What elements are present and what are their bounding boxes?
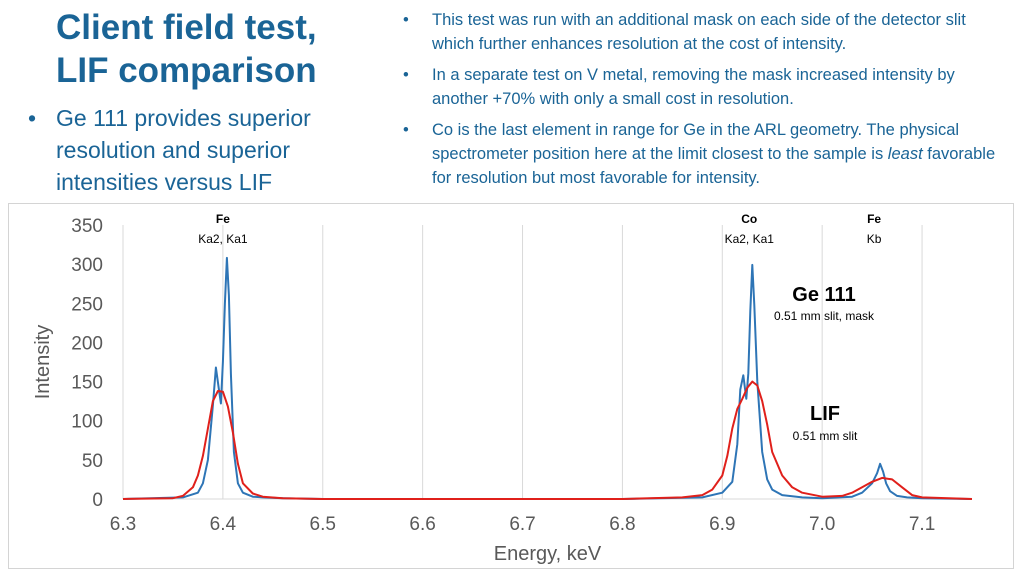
peak-label-lines: Ka2, Ka1 <box>198 232 248 246</box>
series-note: 0.51 mm slit, mask <box>774 309 875 323</box>
peak-label-element: Co <box>741 212 757 226</box>
series-label: LIF <box>810 403 840 425</box>
y-tick-label: 150 <box>71 373 103 394</box>
right-bullet-v-metal: In a separate test on V metal, removing … <box>400 63 1010 111</box>
x-tick-label: 6.3 <box>110 514 136 535</box>
right-bullet-co-text-b: favorable for resolution but most favora… <box>432 145 996 187</box>
right-bullet-co-geometry: Co is the last element in range for Ge i… <box>400 118 1010 190</box>
peak-label-lines: Kb <box>867 232 882 246</box>
slide-title-line-2: LIF comparison <box>56 51 317 90</box>
right-bullet-v-metal-text: In a separate test on V metal, removing … <box>432 66 955 108</box>
x-tick-label: 6.7 <box>509 514 535 535</box>
y-tick-label: 0 <box>92 490 103 511</box>
y-tick-label: 300 <box>71 255 103 276</box>
x-tick-label: 6.6 <box>409 514 435 535</box>
peak-label-element: Fe <box>216 212 230 226</box>
left-bullet-list: Ge 111 provides superior resolution and … <box>28 102 358 198</box>
series-note: 0.51 mm slit <box>793 429 858 443</box>
series-line-ge-111 <box>122 256 973 500</box>
slide-title: Client field test, LIF comparison <box>56 6 376 92</box>
x-tick-label: 6.4 <box>210 514 237 535</box>
y-tick-label: 350 <box>71 216 103 237</box>
spectrum-chart: 6.3 6.4 6.5 6.6 6.7 6.8 6.9 7.0 7.1 0 50 100 150 200 2… <box>32 212 973 565</box>
y-tick-label: 100 <box>71 412 103 433</box>
right-bullet-list: This test was run with an additional mas… <box>400 8 1010 197</box>
y-tick-label: 50 <box>82 451 103 472</box>
peak-label-element: Fe <box>867 212 881 226</box>
y-tick-label: 200 <box>71 333 103 354</box>
y-axis-title: Intensity <box>32 325 54 399</box>
right-bullet-mask-text: This test was run with an additional mas… <box>432 11 966 53</box>
right-bullet-mask: This test was run with an additional mas… <box>400 8 1010 56</box>
chart-frame: 6.3 6.4 6.5 6.6 6.7 6.8 6.9 7.0 7.1 0 50 100 150 200 2… <box>8 203 1014 569</box>
peak-label-lines: Ka2, Ka1 <box>725 232 775 246</box>
slide-title-line-1: Client field test, <box>56 8 317 47</box>
right-bullet-co-text-a: Co is the last element in range for Ge i… <box>432 121 960 163</box>
x-axis-title: Energy, keV <box>494 543 602 565</box>
x-tick-label: 6.9 <box>709 514 735 535</box>
x-tick-label: 7.0 <box>809 514 835 535</box>
x-tick-label: 7.1 <box>909 514 935 535</box>
x-tick-label: 6.5 <box>310 514 336 535</box>
x-tick-label: 6.8 <box>609 514 635 535</box>
y-tick-label: 250 <box>71 294 103 315</box>
right-bullet-co-emphasis: least <box>887 145 923 163</box>
series-line-lif <box>122 380 973 500</box>
series-label: Ge 111 <box>792 284 855 306</box>
left-bullet: Ge 111 provides superior resolution and … <box>28 102 358 198</box>
